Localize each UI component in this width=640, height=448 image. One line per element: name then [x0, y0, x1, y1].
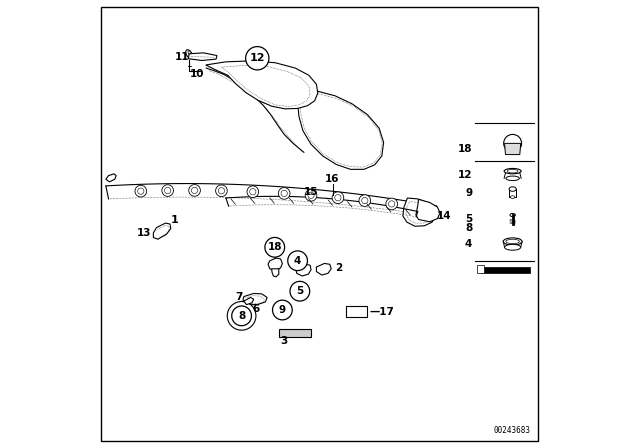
Circle shape — [290, 281, 310, 301]
Polygon shape — [106, 174, 116, 182]
Circle shape — [164, 187, 171, 194]
Circle shape — [273, 300, 292, 320]
Circle shape — [359, 195, 371, 207]
Text: 11: 11 — [175, 52, 189, 62]
Circle shape — [232, 306, 252, 326]
Circle shape — [227, 302, 256, 330]
Polygon shape — [316, 263, 332, 275]
Ellipse shape — [508, 169, 518, 173]
Ellipse shape — [506, 176, 520, 181]
Text: 5: 5 — [465, 214, 472, 224]
Text: 5: 5 — [296, 286, 303, 296]
Text: 7: 7 — [236, 293, 243, 302]
Ellipse shape — [510, 214, 515, 217]
Text: 3: 3 — [280, 336, 288, 346]
Polygon shape — [154, 223, 171, 239]
Polygon shape — [416, 199, 440, 222]
FancyBboxPatch shape — [101, 7, 538, 441]
Text: 15: 15 — [304, 187, 318, 197]
Circle shape — [265, 237, 285, 257]
Ellipse shape — [188, 51, 192, 57]
Text: 00243683: 00243683 — [493, 426, 531, 435]
Circle shape — [308, 192, 314, 198]
Text: 1: 1 — [170, 215, 179, 224]
Text: 13: 13 — [137, 228, 152, 238]
Circle shape — [218, 188, 225, 194]
Text: 9: 9 — [465, 188, 472, 198]
Circle shape — [162, 185, 173, 196]
Text: 18: 18 — [268, 242, 282, 252]
Circle shape — [138, 188, 144, 194]
Ellipse shape — [506, 239, 520, 244]
Circle shape — [273, 301, 291, 319]
Circle shape — [250, 189, 256, 195]
Circle shape — [246, 47, 269, 70]
Circle shape — [278, 188, 290, 199]
Polygon shape — [477, 265, 484, 273]
Text: 2: 2 — [335, 263, 342, 273]
Polygon shape — [188, 53, 217, 60]
Polygon shape — [481, 267, 530, 273]
Ellipse shape — [511, 196, 515, 198]
Polygon shape — [296, 264, 311, 276]
Circle shape — [332, 192, 344, 203]
Polygon shape — [206, 61, 317, 109]
Ellipse shape — [509, 187, 516, 191]
Text: 18: 18 — [458, 144, 472, 154]
Circle shape — [504, 134, 522, 152]
Ellipse shape — [503, 238, 522, 245]
Circle shape — [135, 185, 147, 197]
Circle shape — [386, 198, 397, 210]
Ellipse shape — [504, 245, 521, 250]
Ellipse shape — [186, 50, 193, 59]
Text: 12: 12 — [250, 53, 265, 63]
Circle shape — [281, 190, 287, 197]
FancyBboxPatch shape — [279, 329, 311, 337]
Circle shape — [216, 185, 227, 197]
Text: 14: 14 — [436, 211, 451, 221]
Text: 4: 4 — [465, 239, 472, 249]
Text: 6: 6 — [253, 304, 260, 314]
Ellipse shape — [504, 168, 521, 174]
Circle shape — [388, 201, 395, 207]
Circle shape — [292, 283, 308, 299]
Circle shape — [191, 187, 198, 194]
Polygon shape — [271, 269, 279, 277]
Circle shape — [335, 194, 341, 201]
FancyBboxPatch shape — [346, 306, 367, 317]
Polygon shape — [403, 198, 436, 226]
Circle shape — [288, 251, 307, 271]
Circle shape — [362, 198, 368, 204]
Text: 8: 8 — [238, 311, 245, 321]
Polygon shape — [244, 297, 253, 305]
Circle shape — [189, 185, 200, 196]
Text: —17: —17 — [369, 307, 394, 317]
Polygon shape — [298, 90, 383, 169]
Text: 9: 9 — [279, 305, 286, 315]
Text: 10: 10 — [190, 69, 205, 79]
Polygon shape — [504, 143, 521, 155]
Circle shape — [247, 186, 259, 198]
Text: 4: 4 — [294, 256, 301, 266]
Text: 8: 8 — [465, 223, 472, 233]
Text: 12: 12 — [458, 170, 472, 180]
Polygon shape — [243, 293, 267, 305]
Text: 16: 16 — [325, 174, 340, 184]
Circle shape — [234, 308, 250, 324]
Polygon shape — [268, 258, 282, 271]
Circle shape — [305, 190, 317, 201]
